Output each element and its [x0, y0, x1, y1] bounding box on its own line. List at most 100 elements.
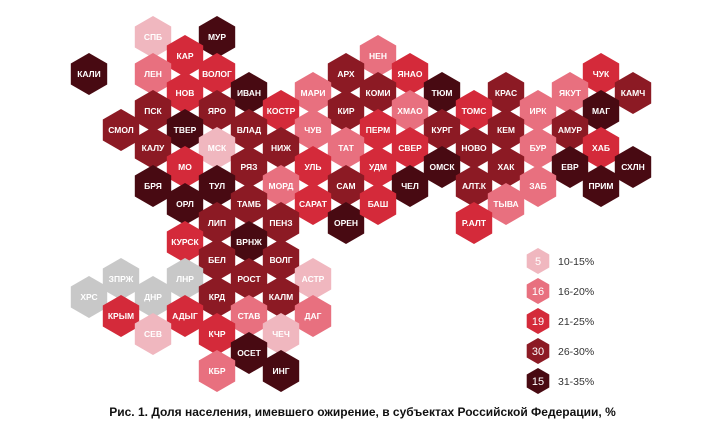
region-label: ОРЕН — [334, 218, 358, 228]
region-hex-кург: КУРГ — [423, 109, 461, 151]
region-label: РОСТ — [237, 274, 261, 284]
region-hex-кар: КАР — [166, 35, 204, 77]
region-hex-shape — [455, 202, 493, 244]
region-label: КАР — [177, 51, 194, 61]
region-label: ПЕРМ — [366, 125, 390, 135]
region-hex-shape — [327, 127, 365, 169]
region-label: КОМИ — [366, 88, 391, 98]
region-hex-shape — [359, 109, 397, 151]
region-hex-мск: МСК — [198, 127, 236, 169]
region-label: БУР — [530, 143, 547, 153]
region-label: ЛНР — [176, 274, 194, 284]
region-hex-ново: НОВО — [455, 127, 493, 169]
legend-count: 30 — [532, 346, 544, 358]
region-hex-shape — [198, 90, 236, 132]
region-hex-волг: ВОЛГ — [262, 239, 300, 281]
region-hex-прим: ПРИМ — [582, 165, 620, 207]
region-label: ХРС — [80, 292, 97, 302]
region-hex-чел: ЧЕЛ — [391, 165, 429, 207]
legend-swatch — [526, 248, 550, 274]
hex-tile-map: СПБ МУР КАР КАЛИ ЛЕН ВОЛОГ НЕН ЧУК АРХ ЯНАО НОВ ИВА… — [70, 16, 652, 394]
region-hex-shape — [166, 221, 204, 263]
region-label: ЧУВ — [304, 125, 321, 135]
region-hex-хаб: ХАБ — [582, 127, 620, 169]
region-label: НЕН — [369, 51, 387, 61]
region-label: СХЛН — [621, 162, 645, 172]
region-label: ЯРО — [208, 106, 227, 116]
legend-label: 16-20% — [558, 286, 594, 298]
region-hex-смол: СМОЛ — [102, 109, 140, 151]
region-hex-shape — [487, 146, 525, 188]
region-hex-томс: ТОМС — [455, 90, 493, 132]
region-hex-shape — [614, 72, 652, 114]
region-hex-shape — [423, 109, 461, 151]
region-hex-shape — [487, 72, 525, 114]
region-hex-тыва: ТЫВА — [487, 183, 525, 225]
region-hex-нов: НОВ — [166, 72, 204, 114]
region-hex-кем: КЕМ — [487, 109, 525, 151]
region-hex-камч: КАМЧ — [614, 72, 652, 114]
region-label: СПБ — [144, 32, 162, 42]
region-label: ТЮМ — [431, 88, 452, 98]
region-hex-мари: МАРИ — [294, 72, 332, 114]
region-label: НОВО — [461, 143, 487, 153]
region-label: МАРИ — [301, 88, 326, 98]
region-hex-кчр: КЧР — [198, 313, 236, 355]
region-label: КАМЧ — [621, 88, 645, 98]
region-label: КУРСК — [171, 237, 199, 247]
region-hex-shape — [359, 146, 397, 188]
region-hex-shape — [134, 16, 172, 58]
region-label: САМ — [336, 181, 355, 191]
region-label: САРАТ — [299, 199, 328, 209]
region-hex-схлн: СХЛН — [614, 146, 652, 188]
region-label: ИНГ — [272, 366, 289, 376]
region-hex-shape — [198, 202, 236, 244]
region-hex-кали: КАЛИ — [70, 53, 108, 95]
region-hex-shape — [294, 146, 332, 188]
region-hex-удм: УДМ — [359, 146, 397, 188]
region-hex-shape — [70, 53, 108, 95]
legend-count: 5 — [535, 256, 541, 268]
region-hexes: СПБ МУР КАР КАЛИ ЛЕН ВОЛОГ НЕН ЧУК АРХ ЯНАО НОВ ИВА… — [70, 16, 652, 392]
region-label: ЗАБ — [529, 181, 547, 191]
region-label: ВОЛГ — [269, 255, 292, 265]
region-label: КЧР — [208, 329, 225, 339]
region-hex-алт-к: АЛТ.К — [455, 165, 493, 207]
region-hex-shape — [423, 146, 461, 188]
region-label: АДЫГ — [172, 311, 198, 321]
region-hex-shape — [230, 295, 268, 337]
region-hex-shape — [391, 90, 429, 132]
region-hex-shape — [294, 295, 332, 337]
region-label: ИВАН — [237, 88, 261, 98]
legend-count: 16 — [532, 286, 544, 298]
region-hex-ирк: ИРК — [519, 90, 557, 132]
region-hex-омск: ОМСК — [423, 146, 461, 188]
region-hex-тул: ТУЛ — [198, 165, 236, 207]
region-hex-shape — [198, 276, 236, 318]
region-hex-shape — [134, 276, 172, 318]
region-hex-shape — [134, 90, 172, 132]
region-hex-нен: НЕН — [359, 35, 397, 77]
region-label: ПЕНЗ — [269, 218, 292, 228]
region-hex-shape — [262, 127, 300, 169]
region-label: ДНР — [144, 292, 162, 302]
region-label: ОМСК — [429, 162, 455, 172]
region-hex-инг: ИНГ — [262, 350, 300, 392]
region-hex-shape — [327, 53, 365, 95]
region-hex-shape — [423, 72, 461, 114]
region-label: КАЛУ — [142, 143, 165, 153]
region-label: УДМ — [369, 162, 387, 172]
region-label: СМОЛ — [108, 125, 134, 135]
region-hex-р-алт: Р.АЛТ — [455, 202, 493, 244]
region-label: ЛИП — [208, 218, 226, 228]
region-hex-shape — [359, 35, 397, 77]
region-label: НИЖ — [271, 143, 291, 153]
region-label: ЯНАО — [398, 69, 423, 79]
region-label: КРАС — [495, 88, 517, 98]
region-hex-shape — [262, 165, 300, 207]
region-label: РЯЗ — [241, 162, 258, 172]
region-hex-хак: ХАК — [487, 146, 525, 188]
region-label: КИР — [338, 106, 355, 116]
region-label: КРЫМ — [108, 311, 134, 321]
legend-item: 5 10-15% — [526, 248, 594, 274]
